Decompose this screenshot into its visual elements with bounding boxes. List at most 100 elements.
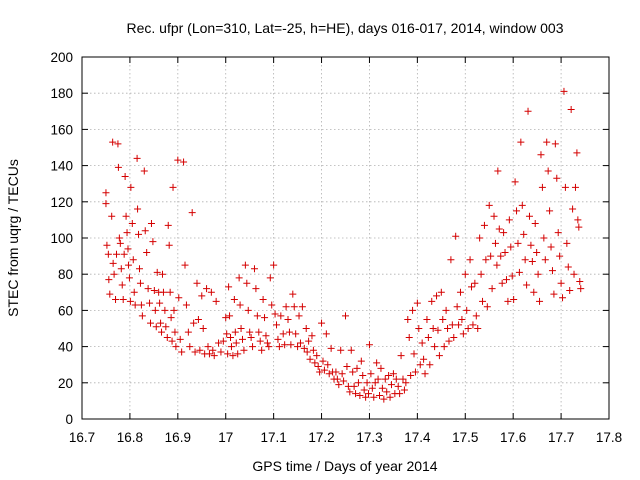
data-point	[367, 370, 375, 378]
data-point	[123, 229, 131, 237]
data-point	[368, 384, 376, 392]
data-point	[397, 352, 405, 360]
data-point	[147, 319, 155, 327]
data-point	[106, 290, 114, 298]
data-point	[363, 379, 371, 387]
data-point	[203, 285, 211, 293]
data-point	[204, 343, 212, 351]
data-point	[407, 372, 415, 380]
data-point	[560, 87, 568, 95]
data-point	[514, 239, 522, 247]
data-point	[135, 230, 143, 238]
data-point	[319, 357, 327, 365]
data-point	[231, 328, 239, 336]
data-point	[374, 375, 382, 383]
data-point	[104, 250, 112, 258]
data-point	[444, 325, 452, 332]
y-tick-label: 100	[50, 231, 73, 246]
data-point	[249, 343, 257, 351]
data-point	[110, 270, 118, 278]
data-point	[133, 154, 141, 162]
data-point	[440, 343, 448, 351]
data-point	[485, 201, 493, 209]
y-axis-label: STEC from uqrg / TECUs	[5, 159, 21, 317]
data-point	[423, 315, 431, 323]
data-point	[459, 330, 467, 338]
data-point	[244, 306, 252, 314]
data-point	[371, 379, 379, 387]
data-point	[152, 323, 160, 331]
data-point	[117, 265, 125, 273]
data-point	[191, 348, 199, 356]
data-point	[234, 350, 242, 358]
data-point	[156, 299, 164, 307]
data-point	[138, 312, 146, 320]
data-point	[386, 393, 394, 401]
data-point	[229, 352, 237, 360]
x-tick-label: 17.4	[404, 430, 431, 445]
data-point	[456, 288, 464, 296]
data-point	[265, 343, 273, 351]
y-tick-label: 0	[65, 412, 73, 427]
data-point	[262, 332, 270, 340]
data-point	[151, 306, 159, 314]
x-tick-label: 17.2	[308, 430, 334, 445]
data-point	[159, 288, 167, 296]
data-point	[442, 306, 450, 314]
data-point	[477, 270, 485, 278]
data-point	[530, 288, 538, 296]
x-tick-label: 17.5	[452, 430, 478, 445]
data-point	[433, 292, 441, 300]
data-point	[472, 312, 480, 320]
data-point	[125, 274, 133, 282]
data-point	[236, 301, 244, 309]
data-point	[520, 230, 528, 238]
data-point	[471, 279, 479, 287]
data-point	[338, 370, 346, 378]
data-point	[161, 306, 169, 314]
data-point	[556, 252, 564, 260]
data-point	[487, 252, 495, 260]
data-point	[325, 370, 333, 378]
data-point	[122, 212, 130, 220]
data-point	[199, 325, 207, 332]
x-axis-label: GPS time / Days of year 2014	[252, 458, 437, 474]
data-point	[124, 261, 132, 269]
data-point	[238, 335, 246, 343]
data-point	[399, 375, 407, 383]
data-point	[150, 286, 158, 294]
data-point	[157, 319, 165, 327]
data-point	[352, 390, 360, 398]
data-point	[246, 328, 254, 336]
data-point	[468, 283, 476, 291]
data-point	[364, 390, 372, 398]
data-point	[207, 288, 215, 296]
data-point	[232, 339, 240, 347]
y-tick-label: 200	[50, 50, 73, 65]
data-point	[305, 337, 313, 345]
data-point	[266, 274, 274, 282]
data-point	[162, 323, 170, 331]
data-point	[577, 285, 585, 293]
data-point	[295, 312, 303, 320]
data-point	[335, 381, 343, 389]
data-point	[550, 290, 558, 298]
data-point	[360, 386, 368, 394]
data-point	[357, 357, 365, 365]
x-tick-label: 17.3	[356, 430, 382, 445]
data-point	[178, 348, 186, 356]
data-point	[559, 294, 567, 302]
data-point	[258, 346, 266, 354]
y-tick-label: 120	[50, 195, 73, 210]
data-point	[209, 346, 217, 354]
data-point	[241, 261, 249, 269]
data-point	[196, 346, 204, 354]
data-point	[275, 343, 283, 351]
data-point	[517, 138, 525, 146]
data-point	[102, 200, 110, 208]
data-point	[515, 268, 523, 276]
x-tick-label: 17.7	[548, 430, 574, 445]
data-point	[347, 346, 355, 354]
data-point	[166, 288, 174, 296]
